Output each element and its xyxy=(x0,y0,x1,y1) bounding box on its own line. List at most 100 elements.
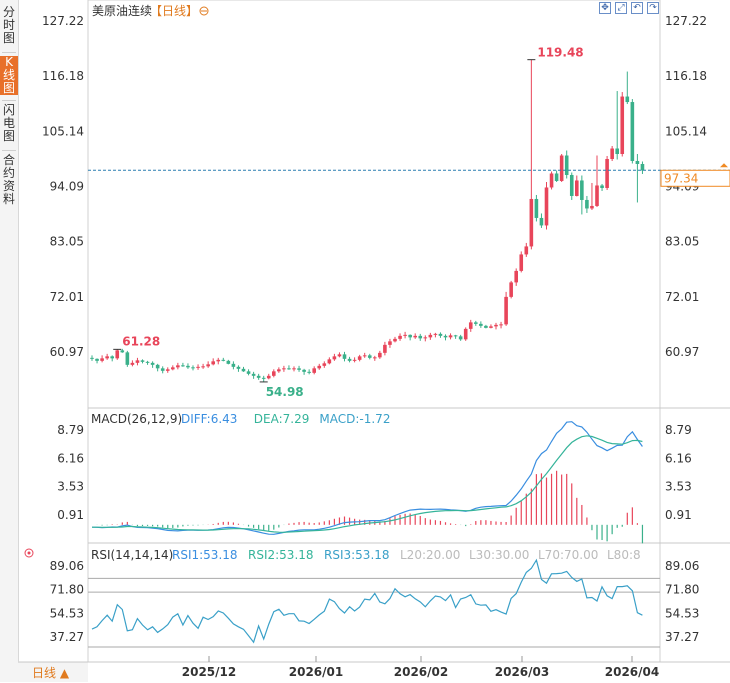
candle-body xyxy=(130,362,135,365)
candle-body xyxy=(463,328,468,340)
candle-body xyxy=(90,357,94,359)
candle-body xyxy=(489,326,493,328)
price-y-tick-right: 105.14 xyxy=(665,124,707,138)
candle-body xyxy=(216,359,221,362)
candle-body xyxy=(312,368,316,373)
candle-body xyxy=(110,356,114,359)
price-y-tick-left: 116.18 xyxy=(42,69,84,83)
candle-body xyxy=(100,358,104,361)
sidebar-divider xyxy=(2,52,16,53)
undo-icon[interactable]: ↶ xyxy=(631,2,643,14)
candle-body xyxy=(640,163,645,171)
macd-y-tick-right: 0.91 xyxy=(665,508,692,522)
candle-body xyxy=(261,377,266,379)
candle-body xyxy=(160,368,165,371)
candle-body xyxy=(605,158,609,188)
candle-body xyxy=(241,368,246,372)
candle-body xyxy=(398,335,402,339)
candle-body xyxy=(625,96,630,103)
candle-body xyxy=(165,369,170,371)
candle-body xyxy=(357,356,362,360)
candle-body xyxy=(302,369,306,372)
candle-body xyxy=(332,356,337,360)
rsi-y-tick-right: 89.06 xyxy=(665,559,699,573)
candle-body xyxy=(266,375,271,379)
candle-body xyxy=(438,333,443,336)
candle-body xyxy=(256,375,261,378)
redo-icon[interactable]: ↷ xyxy=(647,2,659,14)
rsi-legend-item: L70:70.00 xyxy=(538,548,598,562)
candle-body xyxy=(236,366,241,369)
candle-body xyxy=(620,96,625,154)
settings-gear-icon-core xyxy=(27,551,31,555)
candle-body xyxy=(221,359,226,361)
rsi-y-tick-left: 89.06 xyxy=(50,559,84,573)
candle-body xyxy=(630,102,635,161)
candle-body xyxy=(403,334,407,336)
candle-body xyxy=(196,366,200,368)
tab-contract-info[interactable]: 合约资料 xyxy=(2,153,15,206)
x-axis-tick-label: 2026/03 xyxy=(495,665,549,679)
macd-y-tick-right: 8.79 xyxy=(665,423,692,437)
candle-body xyxy=(539,217,544,226)
period-selector[interactable]: 日线 ▲ xyxy=(18,662,88,682)
candle-body xyxy=(367,355,372,358)
last-price-label: 97.34 xyxy=(664,171,698,185)
candle-body xyxy=(378,352,382,358)
candle-body xyxy=(428,334,433,338)
x-axis-tick-label: 2026/02 xyxy=(394,665,448,679)
candle-body xyxy=(453,335,458,337)
candle-body xyxy=(231,363,236,367)
candle-body xyxy=(524,246,529,255)
candle-body xyxy=(393,338,397,342)
candle-body xyxy=(297,368,301,370)
tab-kline[interactable]: K线图 xyxy=(0,56,18,95)
candle-body xyxy=(282,368,286,370)
candle-body xyxy=(519,254,524,271)
candle-body xyxy=(559,155,564,181)
candle-body xyxy=(373,357,377,359)
candle-body xyxy=(590,205,594,209)
candle-body xyxy=(388,341,392,345)
price-y-tick-left: 72.01 xyxy=(50,290,84,304)
fit-icon[interactable]: ⤢ xyxy=(615,2,627,14)
candle-body xyxy=(125,352,130,365)
candle-body xyxy=(413,335,417,338)
candle-body xyxy=(474,322,478,324)
candle-body xyxy=(206,364,210,367)
candle-body xyxy=(155,364,160,369)
candle-body xyxy=(145,361,150,363)
candle-body xyxy=(277,369,281,372)
move-icon[interactable]: ✥ xyxy=(599,2,611,14)
candle-body xyxy=(307,371,311,373)
candle-body xyxy=(615,148,619,154)
candle-body xyxy=(95,358,99,361)
rsi-params: RSI(14,14,14) xyxy=(91,548,173,562)
macd-legend-item: DEA:7.29 xyxy=(254,412,310,426)
macd-legend-item: MACD:-1.72 xyxy=(319,412,390,426)
start-price-label: 61.28 xyxy=(122,334,160,348)
settings-gear-icon[interactable] xyxy=(24,548,34,558)
macd-legend-item: DIFF:6.43 xyxy=(181,412,237,426)
candle-body xyxy=(352,359,357,361)
price-y-tick-right: 60.97 xyxy=(665,345,699,359)
tab-time-sharing[interactable]: 分时图 xyxy=(2,5,15,45)
macd-y-tick-left: 3.53 xyxy=(57,480,84,494)
sidebar-divider xyxy=(2,100,16,101)
candle-body xyxy=(468,322,473,329)
candle-body xyxy=(514,270,518,283)
candle-body xyxy=(342,354,347,359)
period-tag: 【日线】 xyxy=(150,4,198,18)
candle-body xyxy=(105,356,109,359)
candle-body xyxy=(564,155,569,175)
x-axis-tick-label: 2026/01 xyxy=(289,665,343,679)
candle-body xyxy=(423,337,428,339)
tab-flash-chart[interactable]: 闪电图 xyxy=(2,103,15,143)
price-y-tick-left: 127.22 xyxy=(42,14,84,28)
rsi-legend-item: L80:8 xyxy=(607,548,641,562)
rsi-y-tick-left: 71.80 xyxy=(50,583,84,597)
candle-body xyxy=(418,335,423,339)
zoom-out-icon[interactable] xyxy=(199,6,209,16)
macd-y-tick-left: 6.16 xyxy=(57,451,84,465)
